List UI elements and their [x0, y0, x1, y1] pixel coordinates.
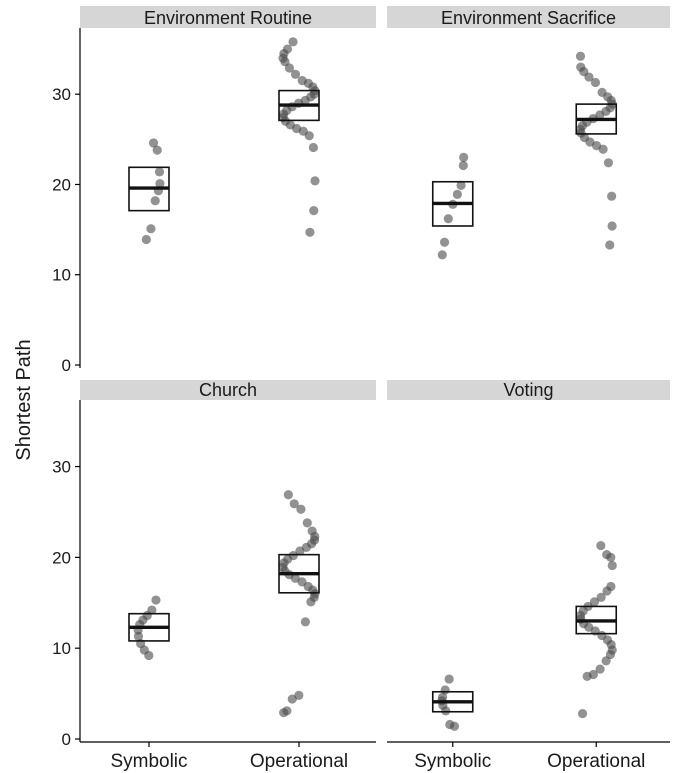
y-tick-label: 30	[52, 458, 71, 477]
data-point	[596, 592, 606, 602]
data-point	[590, 77, 601, 88]
y-tick-label: 20	[52, 175, 71, 194]
facet-strip	[80, 380, 376, 400]
data-point	[304, 131, 314, 141]
panel-3: Church 0 10 20 30 Symbolic Operational	[52, 380, 376, 772]
data-point	[449, 721, 460, 731]
data-point	[305, 227, 315, 237]
data-point	[144, 650, 154, 661]
data-point	[595, 110, 605, 120]
data-point	[607, 221, 617, 231]
data-point	[582, 671, 592, 681]
data-point	[302, 518, 312, 528]
data-point	[603, 158, 614, 168]
data-point	[133, 631, 144, 641]
y-tick-label: 10	[52, 266, 71, 285]
data-point	[441, 706, 451, 716]
data-point	[575, 51, 586, 61]
data-point	[289, 499, 299, 509]
data-point	[577, 708, 588, 719]
y-tick-label: 0	[62, 356, 71, 375]
data-point	[154, 167, 165, 177]
y-tick-label: 30	[52, 85, 71, 104]
data-point	[601, 656, 611, 666]
data-point	[279, 708, 289, 718]
data-point	[148, 138, 159, 148]
data-point	[595, 664, 605, 674]
facet-title: Church	[199, 380, 257, 400]
data-point	[437, 250, 447, 260]
y-axis-label: Shortest Path	[13, 339, 35, 460]
data-point	[287, 694, 297, 704]
facet-title: Environment Sacrifice	[441, 8, 616, 28]
data-point	[443, 214, 453, 224]
facet-strip	[80, 6, 376, 28]
data-point	[607, 560, 617, 571]
data-point	[444, 674, 454, 684]
data-point	[589, 597, 600, 607]
data-point	[439, 237, 450, 247]
data-point	[309, 206, 319, 216]
data-point	[602, 586, 612, 596]
data-point	[452, 189, 462, 199]
data-point	[288, 37, 298, 47]
y-tick-label: 0	[62, 730, 71, 749]
data-point	[310, 176, 320, 186]
panel-4: Voting Symbolic Operational	[387, 380, 670, 772]
data-point	[284, 63, 295, 73]
data-point	[607, 191, 617, 201]
data-point	[456, 180, 466, 190]
data-point	[598, 144, 608, 154]
data-point	[296, 504, 306, 514]
data-point	[290, 573, 300, 583]
x-tick-label: Operational	[547, 751, 645, 772]
facet-strip	[387, 380, 670, 400]
data-point	[300, 617, 311, 627]
panel-1: Environment Routine 0 10 20 30	[52, 6, 376, 375]
facet-title: Environment Routine	[144, 8, 312, 28]
data-point	[606, 552, 616, 562]
data-point	[152, 145, 162, 155]
data-point	[146, 224, 156, 234]
data-point	[605, 240, 615, 250]
panel-2: Environment Sacrifice	[387, 6, 670, 260]
data-point	[308, 142, 318, 153]
x-tick-label: Symbolic	[110, 751, 187, 772]
data-point	[596, 540, 606, 551]
data-point	[306, 597, 316, 607]
data-point	[151, 595, 161, 605]
x-tick-label: Operational	[250, 751, 348, 772]
data-point	[283, 490, 293, 500]
data-point	[290, 69, 301, 79]
data-point	[295, 546, 305, 556]
data-point	[458, 160, 468, 171]
facet-strip	[387, 6, 670, 28]
facet-title: Voting	[503, 380, 553, 400]
data-point	[584, 72, 594, 82]
data-point	[150, 196, 160, 206]
y-tick-label: 10	[52, 639, 71, 658]
data-point	[155, 178, 165, 189]
x-tick-label: Symbolic	[414, 751, 491, 772]
y-tick-label: 20	[52, 548, 71, 567]
data-point	[141, 234, 151, 245]
data-point	[459, 152, 469, 162]
